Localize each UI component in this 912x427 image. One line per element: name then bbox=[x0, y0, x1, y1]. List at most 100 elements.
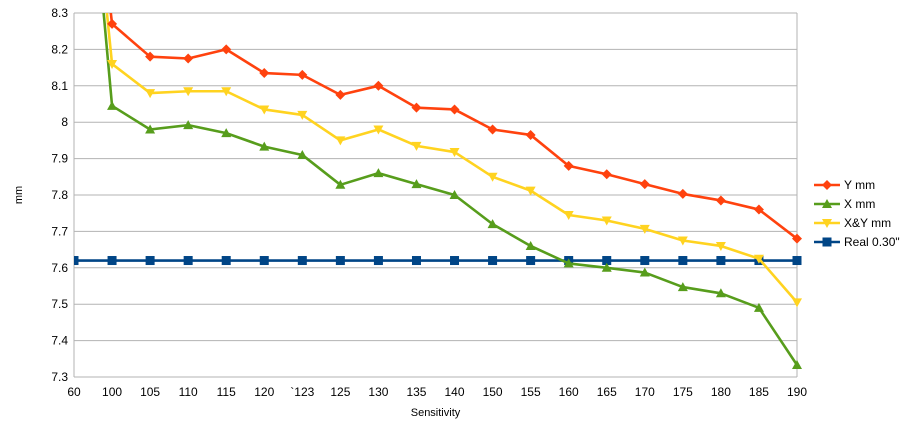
data-point bbox=[107, 256, 117, 266]
data-point bbox=[107, 18, 118, 29]
legend-item: X mm bbox=[814, 197, 875, 211]
x-tick-label: 190 bbox=[787, 385, 807, 399]
x-tick-label: 130 bbox=[368, 385, 388, 399]
legend: Y mm X mm X&Y mm Real 0.30" bbox=[814, 178, 900, 249]
data-point bbox=[259, 256, 269, 266]
data-point bbox=[145, 124, 156, 134]
data-point bbox=[487, 124, 498, 135]
data-point bbox=[183, 256, 193, 266]
data-point bbox=[563, 258, 574, 268]
data-point bbox=[373, 256, 383, 266]
x-tick-label: 125 bbox=[330, 385, 350, 399]
data-point bbox=[373, 168, 384, 178]
y-tick-label: 7.6 bbox=[51, 261, 68, 275]
data-point bbox=[335, 179, 346, 189]
series-0 bbox=[107, 13, 802, 244]
y-tick-label: 7.8 bbox=[51, 188, 68, 202]
plot-series bbox=[74, 13, 802, 369]
grid-lines bbox=[73, 12, 798, 378]
legend-label: Real 0.30" bbox=[844, 235, 900, 249]
data-point bbox=[639, 224, 650, 234]
y-tick-label: 7.4 bbox=[51, 334, 68, 348]
x-tick-label: 110 bbox=[179, 385, 198, 399]
data-point bbox=[601, 262, 612, 272]
x-tick-label: 120 bbox=[254, 385, 274, 399]
data-point bbox=[716, 256, 726, 266]
x-tick-label: 105 bbox=[140, 385, 160, 399]
data-point bbox=[297, 110, 308, 120]
data-point bbox=[297, 256, 307, 266]
data-point bbox=[297, 69, 308, 80]
series-2 bbox=[105, 13, 802, 308]
x-tick-label: 100 bbox=[102, 385, 122, 399]
data-point bbox=[602, 256, 612, 266]
data-point bbox=[753, 254, 764, 264]
series-line bbox=[105, 13, 798, 304]
y-tick-label: 7.7 bbox=[51, 224, 68, 238]
data-point bbox=[640, 256, 650, 266]
data-point bbox=[221, 44, 232, 55]
data-point bbox=[335, 136, 346, 146]
legend-label: X mm bbox=[844, 197, 875, 211]
data-point bbox=[525, 240, 536, 250]
data-point bbox=[145, 256, 155, 266]
x-tick-label: 115 bbox=[217, 385, 236, 399]
legend-item: X&Y mm bbox=[814, 216, 891, 230]
data-point bbox=[145, 89, 156, 99]
x-tick-label: 60 bbox=[67, 385, 81, 399]
data-point bbox=[792, 359, 802, 369]
data-point bbox=[297, 149, 308, 159]
x-tick-label: 170 bbox=[635, 385, 655, 399]
x-tick-label: 185 bbox=[749, 385, 769, 399]
legend-item: Real 0.30" bbox=[814, 235, 900, 249]
data-point bbox=[563, 160, 574, 171]
data-point bbox=[107, 100, 118, 110]
legend-marker bbox=[822, 180, 832, 190]
y-axis-title: mm bbox=[13, 186, 25, 204]
data-point bbox=[183, 120, 194, 130]
data-point bbox=[792, 233, 802, 244]
series-line bbox=[102, 13, 799, 366]
data-point bbox=[639, 179, 650, 190]
x-tick-label: 140 bbox=[445, 385, 465, 399]
data-point bbox=[259, 68, 270, 79]
data-point bbox=[487, 172, 498, 182]
data-point bbox=[449, 148, 460, 158]
data-point bbox=[677, 282, 688, 292]
series-1 bbox=[102, 13, 802, 369]
data-point bbox=[715, 288, 726, 298]
x-tick-label: `123 bbox=[290, 385, 314, 399]
data-point bbox=[678, 256, 688, 266]
data-point bbox=[221, 256, 231, 266]
data-point bbox=[107, 59, 118, 69]
data-point bbox=[753, 204, 764, 215]
data-point bbox=[792, 298, 802, 308]
data-point bbox=[74, 256, 79, 266]
data-point bbox=[526, 256, 536, 266]
data-point bbox=[335, 89, 346, 100]
y-tick-label: 8.1 bbox=[51, 79, 68, 93]
series-line bbox=[109, 13, 798, 240]
data-point bbox=[411, 179, 422, 189]
data-point bbox=[145, 51, 156, 62]
data-point bbox=[677, 188, 688, 199]
y-tick-label: 8.2 bbox=[51, 42, 68, 56]
x-tick-label: 135 bbox=[406, 385, 426, 399]
legend-label: X&Y mm bbox=[844, 216, 891, 230]
data-point bbox=[221, 87, 232, 97]
data-point bbox=[487, 219, 498, 229]
data-point bbox=[449, 104, 460, 115]
data-point bbox=[259, 141, 270, 151]
y-tick-label: 7.5 bbox=[51, 297, 68, 311]
data-point bbox=[563, 211, 574, 221]
data-point bbox=[335, 256, 345, 266]
data-point bbox=[677, 236, 688, 246]
x-axis-title: Sensitivity bbox=[411, 407, 461, 419]
series-3 bbox=[74, 256, 802, 266]
y-tick-label: 8.3 bbox=[51, 6, 68, 20]
y-axis-ticks: 7.3 7.4 7.5 7.6 7.7 7.8 7.9 8 8.1 8.2 8.3 bbox=[51, 6, 68, 384]
x-tick-label: 150 bbox=[483, 385, 503, 399]
legend-marker bbox=[822, 199, 832, 208]
data-point bbox=[639, 267, 650, 277]
